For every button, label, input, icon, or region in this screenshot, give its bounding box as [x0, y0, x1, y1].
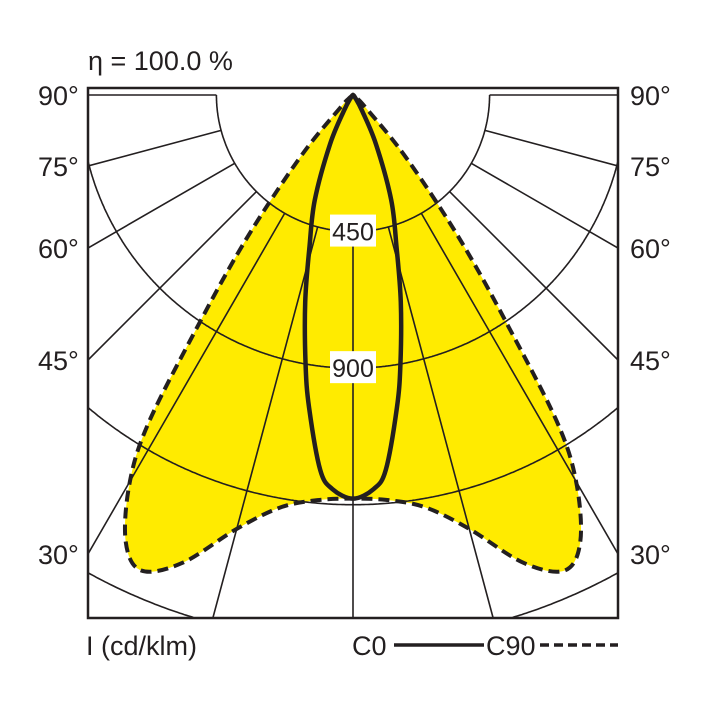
- plot-frame: [86, 86, 620, 620]
- polar-grid: [88, 94, 618, 618]
- grid-radial-60: [88, 162, 236, 249]
- radial-tick-label: 900: [332, 355, 374, 383]
- angle-label-right: 30°: [630, 540, 671, 570]
- grid-circle-1800: [88, 572, 618, 618]
- angle-label-right: 75°: [630, 152, 671, 182]
- grid-radial-15: [387, 226, 494, 618]
- radial-label-bg: [330, 351, 376, 384]
- grid-radial-45: [88, 191, 257, 361]
- angle-label-left: 90°: [38, 81, 79, 111]
- unit-label: I (cd/klm): [86, 631, 197, 661]
- grid-radial-75: [484, 129, 618, 167]
- grid-radial-60: [470, 162, 618, 249]
- grid-radial-45: [449, 191, 618, 361]
- grid-radial-75: [88, 129, 222, 167]
- legend-c90-label: C90: [486, 631, 536, 661]
- angle-label-left: 75°: [38, 152, 79, 182]
- grid-radial-30: [420, 212, 618, 555]
- radial-tick-label: 450: [332, 219, 374, 247]
- grid-radial-15: [212, 226, 319, 618]
- legend: C0 C90: [352, 631, 618, 661]
- angle-label-right: 45°: [630, 346, 671, 376]
- c90-curve: [122, 92, 584, 574]
- angle-label-left: 60°: [38, 234, 79, 264]
- angle-label-right: 90°: [630, 81, 671, 111]
- angle-label-left: 45°: [38, 346, 79, 376]
- efficiency-title: η = 100.0 %: [88, 46, 233, 76]
- legend-c0-label: C0: [352, 631, 387, 661]
- angle-label-left: 30°: [38, 540, 79, 570]
- angle-label-right: 60°: [630, 234, 671, 264]
- grid-radial-30: [88, 212, 286, 555]
- radial-label-bg: [330, 214, 376, 247]
- plot-area: 450 900: [88, 92, 618, 618]
